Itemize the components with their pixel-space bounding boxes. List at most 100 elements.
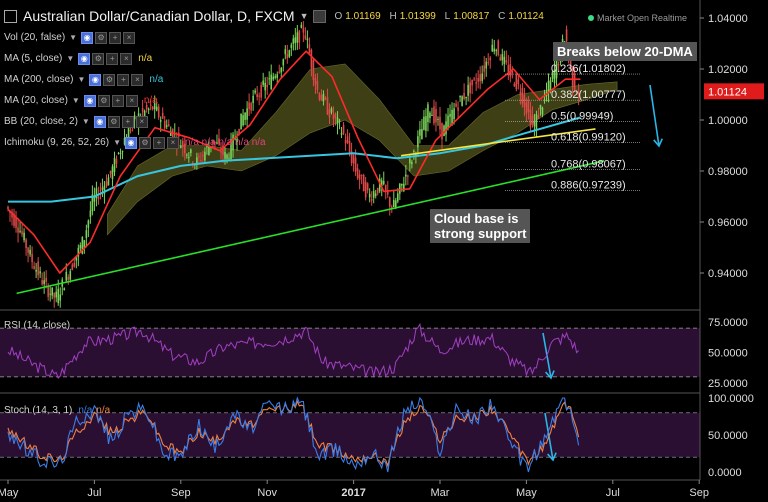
rsi-tick-label: 50.0000 <box>708 348 748 360</box>
candle-body <box>242 115 244 126</box>
price-tick-label: 1.00000 <box>708 115 748 127</box>
candle-body <box>196 157 198 165</box>
candle-body <box>473 78 475 80</box>
stoch-label[interactable]: Stoch (14, 3, 1) <box>4 405 73 416</box>
candle-body <box>167 124 170 126</box>
chevron-down-icon[interactable]: ▼ <box>66 54 75 63</box>
legend-label[interactable]: MA (5, close) <box>4 53 63 64</box>
candle-body <box>218 138 220 144</box>
candle-body <box>145 105 148 110</box>
gear-icon[interactable]: ⚙ <box>138 136 151 149</box>
candle-body <box>115 158 118 164</box>
candle-body <box>439 116 441 130</box>
legend-label[interactable]: Ichimoku (9, 26, 52, 26) <box>4 137 110 148</box>
candle-body <box>127 127 130 140</box>
candle-body <box>344 140 347 144</box>
eye-icon[interactable]: ◉ <box>83 94 96 107</box>
legend-label[interactable]: BB (20, close, 2) <box>4 116 78 127</box>
candle-body <box>423 116 425 130</box>
candle-body <box>443 125 445 137</box>
close-icon[interactable]: × <box>131 73 144 86</box>
candle-body <box>180 145 182 148</box>
settings-icon[interactable] <box>313 9 327 23</box>
chevron-down-icon[interactable]: ▼ <box>113 138 121 147</box>
gear-icon[interactable]: ⚙ <box>95 31 108 44</box>
candle-body <box>19 230 21 232</box>
candle-body <box>101 187 104 190</box>
candle-body <box>119 152 122 155</box>
chevron-down-icon[interactable]: ▼ <box>71 96 80 105</box>
candle-body <box>87 220 90 228</box>
candle-body <box>515 74 518 90</box>
plus-icon[interactable]: + <box>109 31 122 44</box>
gear-icon[interactable]: ⚙ <box>103 73 116 86</box>
gear-icon[interactable]: ⚙ <box>92 52 105 65</box>
candle-body <box>49 293 51 295</box>
candle-body <box>192 162 194 165</box>
last-price-tag <box>704 83 764 100</box>
candle-body <box>266 85 268 88</box>
candle-body <box>290 44 293 48</box>
candle-body <box>202 155 204 157</box>
gear-icon[interactable]: ⚙ <box>107 115 120 128</box>
stoch-band <box>0 412 700 458</box>
gear-icon[interactable]: ⚙ <box>97 94 110 107</box>
candle-body <box>461 96 463 106</box>
candle-body <box>27 247 29 253</box>
candle-body <box>29 249 31 255</box>
legend-row: MA (5, close) ▼ ◉ ⚙ + × n/a <box>4 51 152 66</box>
candle-body <box>411 162 413 165</box>
time-tick-label: Jul <box>606 487 620 499</box>
eye-icon[interactable]: ◉ <box>89 73 102 86</box>
close-icon[interactable]: × <box>120 52 133 65</box>
chevron-down-icon[interactable]: ▼ <box>69 33 78 42</box>
legend-row: MA (200, close) ▼ ◉ ⚙ + × n/a <box>4 72 163 87</box>
candle-body <box>338 120 341 122</box>
legend-label[interactable]: Vol (20, false) <box>4 32 66 43</box>
candle-body <box>384 185 387 191</box>
candle-body <box>214 141 216 143</box>
eye-icon[interactable]: ◉ <box>93 115 106 128</box>
candle-body <box>455 103 457 107</box>
candle-body <box>405 174 407 177</box>
time-tick-label: Sep <box>171 487 191 499</box>
ohlc-readout: O 1.01169 H 1.01399 L 1.00817 C 1.01124 <box>334 10 544 22</box>
close-icon[interactable]: × <box>166 136 179 149</box>
eye-icon[interactable]: ◉ <box>78 52 91 65</box>
eye-icon[interactable]: ◉ <box>124 136 137 149</box>
close-icon[interactable]: × <box>135 115 148 128</box>
candle-body <box>107 177 110 186</box>
legend-label[interactable]: MA (200, close) <box>4 74 74 85</box>
collapse-icon[interactable] <box>4 9 17 23</box>
rsi-label[interactable]: RSI (14, close) <box>4 320 71 331</box>
candle-body <box>246 108 248 120</box>
candle-body <box>63 288 66 291</box>
chevron-down-icon[interactable]: ▼ <box>81 117 90 126</box>
rsi-line <box>7 322 579 380</box>
eye-icon[interactable]: ◉ <box>81 31 94 44</box>
ma20-line <box>7 50 581 274</box>
symbol-title[interactable]: Australian Dollar/Canadian Dollar, D, FX… <box>23 8 295 24</box>
stoch-tick-label: 0.0000 <box>708 467 742 479</box>
legend-label[interactable]: MA (20, close) <box>4 95 68 106</box>
plus-icon[interactable]: + <box>117 73 130 86</box>
candle-body <box>364 181 367 198</box>
candle-body <box>109 170 112 174</box>
close-icon[interactable]: × <box>125 94 138 107</box>
plus-icon[interactable]: + <box>121 115 134 128</box>
chevron-down-icon[interactable]: ▼ <box>299 11 309 21</box>
candle-body <box>433 106 435 124</box>
legend-buttons: ◉ ⚙ + × <box>78 52 134 65</box>
chevron-down-icon[interactable]: ▼ <box>77 75 86 84</box>
plus-icon[interactable]: + <box>152 136 165 149</box>
plus-icon[interactable]: + <box>106 52 119 65</box>
candle-body <box>509 64 512 77</box>
rsi-tick-label: 75.0000 <box>708 317 748 329</box>
candle-body <box>421 129 423 140</box>
candle-body <box>419 129 421 136</box>
candle-body <box>184 143 186 154</box>
plus-icon[interactable]: + <box>111 94 124 107</box>
candle-body <box>133 115 136 120</box>
close-icon[interactable]: × <box>123 31 136 44</box>
